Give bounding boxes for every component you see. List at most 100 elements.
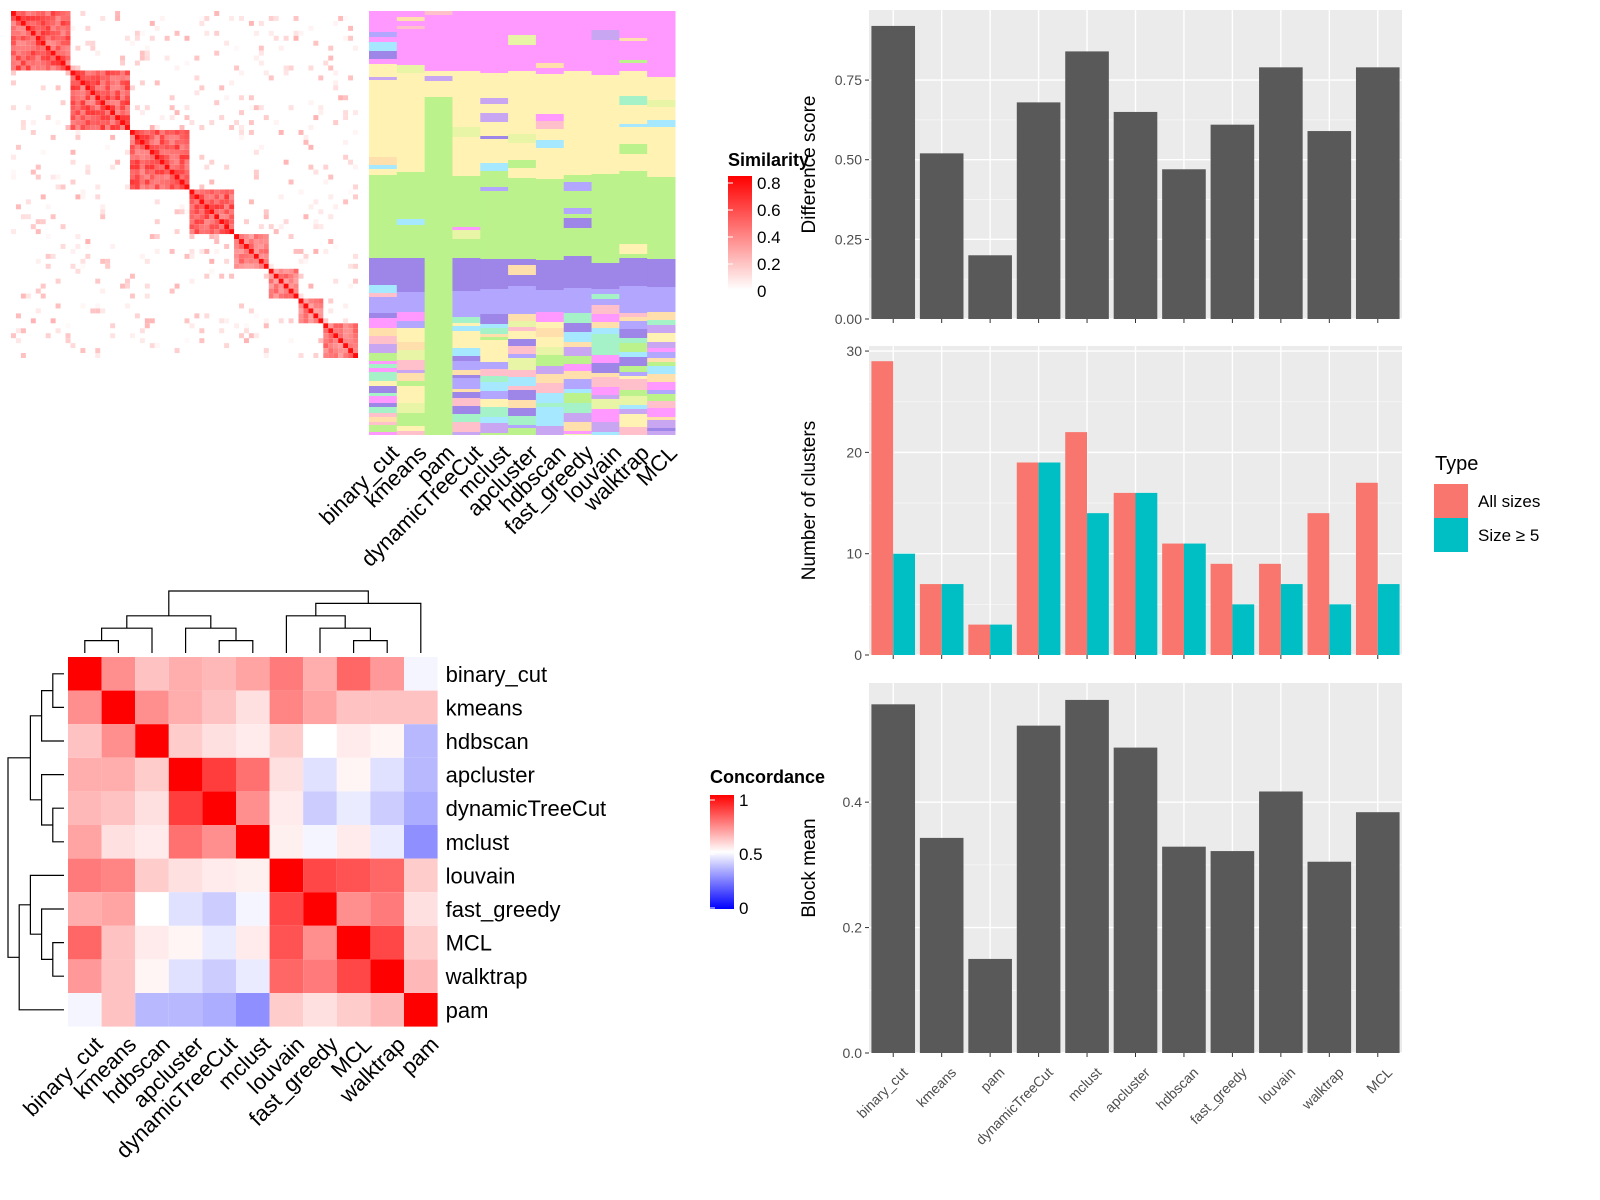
similarity-cell: [179, 169, 185, 175]
concordance-cell: [135, 925, 169, 960]
class-cell: [619, 244, 648, 254]
class-cell: [591, 294, 620, 299]
similarity-cell: [298, 248, 304, 254]
class-cell: [369, 220, 398, 228]
similarity-cell: [328, 239, 334, 244]
class-cell: [591, 263, 620, 273]
similarity-cell: [288, 318, 294, 324]
class-cell: [591, 152, 620, 158]
class-cell: [619, 357, 648, 366]
concordance-cell: [404, 892, 438, 926]
class-cell: [591, 143, 620, 152]
class-cell: [480, 191, 509, 197]
y-tick-label: 0.75: [835, 72, 862, 88]
similarity-cell: [139, 164, 145, 170]
similarity-cell: [11, 154, 16, 160]
similarity-cell: [278, 268, 284, 274]
x-tick-label-mclust: mclust: [1065, 1064, 1105, 1104]
concordance-cell: [269, 925, 304, 960]
class-cell: [424, 47, 453, 53]
class-cell: [480, 11, 509, 16]
class-cell: [452, 211, 481, 219]
similarity-cell: [85, 115, 91, 121]
similarity-cell: [184, 179, 190, 185]
similarity-cell: [204, 248, 210, 254]
class-cell: [535, 235, 565, 245]
similarity-cell: [318, 224, 324, 230]
class-cell: [480, 163, 509, 171]
class-cell: [591, 40, 620, 45]
similarity-cell: [343, 115, 349, 121]
similarity-cell: [125, 100, 130, 106]
class-cell: [535, 393, 565, 403]
similarity-cell: [194, 194, 200, 200]
class-cell: [396, 312, 426, 321]
class-cell: [396, 199, 426, 209]
class-cell: [480, 245, 509, 255]
concordance-cell: [370, 825, 404, 859]
similarity-cell: [110, 100, 116, 106]
similarity-cell: [164, 159, 170, 165]
similarity-cell: [110, 85, 116, 91]
dendrogram-branch: [7, 757, 31, 958]
similarity-cell: [154, 248, 160, 254]
class-cell: [647, 22, 676, 29]
class-cell: [480, 298, 509, 302]
y-axis-title: Block mean: [799, 818, 820, 917]
class-cell: [619, 317, 648, 321]
class-cell: [619, 229, 648, 238]
similarity-cell: [179, 134, 185, 140]
class-cell: [369, 234, 398, 243]
class-cell: [480, 94, 509, 98]
similarity-cell: [75, 125, 81, 130]
class-cell: [563, 166, 593, 175]
class-cell: [535, 188, 565, 193]
concordance-cell: [168, 791, 203, 825]
concordance-cell: [202, 959, 236, 993]
similarity-cell: [323, 343, 329, 349]
bar-mclust-size-ge5: [1087, 513, 1109, 655]
class-cell: [535, 374, 565, 383]
class-cell: [369, 268, 398, 277]
class-cell: [369, 364, 398, 368]
class-cell: [508, 27, 537, 31]
similarity-cell: [15, 60, 21, 66]
class-cell: [591, 223, 620, 233]
class-cell: [563, 30, 593, 37]
similarity-cell: [35, 258, 41, 264]
similarity-cell: [248, 239, 254, 244]
similarity-cell: [40, 25, 46, 31]
class-cell: [591, 180, 620, 189]
class-cell: [480, 289, 509, 298]
class-cell: [369, 285, 398, 293]
similarity-cell: [139, 149, 145, 155]
similarity-legend-title: Similarity: [728, 150, 809, 170]
class-cell: [452, 79, 481, 89]
concordance-cell: [101, 925, 136, 960]
sim-legend-tick-label: 0.2: [757, 255, 781, 274]
class-cell: [452, 239, 481, 249]
concordance-cell: [303, 959, 337, 993]
similarity-cell: [253, 174, 259, 180]
similarity-cell: [224, 343, 230, 349]
similarity-cell: [154, 129, 160, 135]
similarity-cell: [343, 110, 349, 116]
class-cell: [452, 283, 481, 291]
class-cell: [508, 75, 537, 85]
similarity-cell: [338, 338, 344, 344]
similarity-cell: [144, 283, 150, 289]
similarity-cell: [95, 70, 101, 76]
similarity-cell: [204, 229, 210, 235]
similarity-cell: [328, 348, 334, 354]
class-cell: [480, 259, 509, 268]
similarity-cell: [194, 75, 200, 81]
similarity-cell: [75, 120, 81, 126]
class-cell: [396, 39, 426, 48]
class-cell: [452, 227, 481, 230]
similarity-cell: [125, 125, 130, 130]
similarity-cell: [268, 263, 274, 269]
class-cell: [508, 23, 537, 27]
similarity-cell: [174, 229, 180, 235]
class-cell: [535, 245, 565, 255]
similarity-cell: [149, 169, 155, 175]
